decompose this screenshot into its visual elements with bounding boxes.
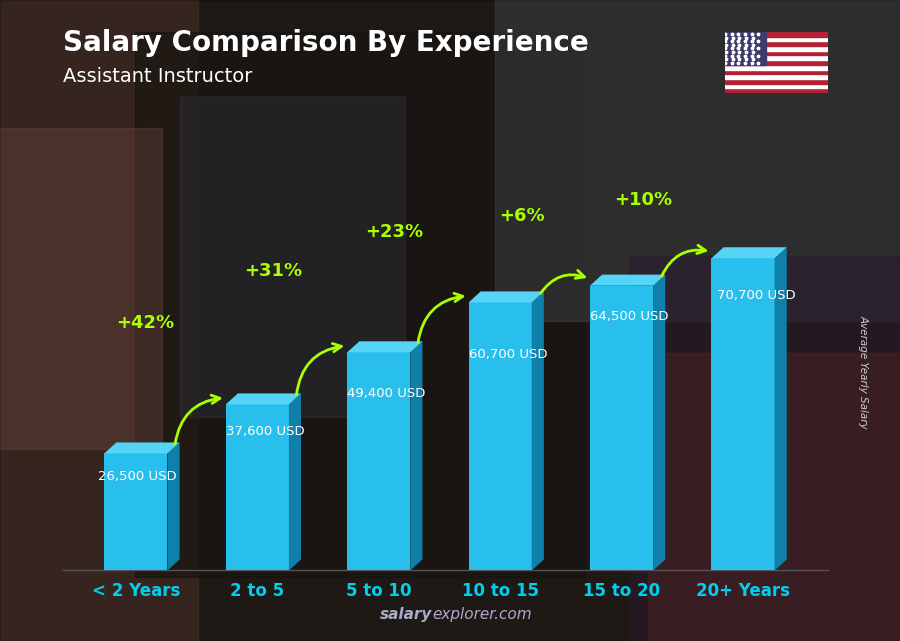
Bar xyxy=(724,51,828,56)
Polygon shape xyxy=(410,341,422,570)
Bar xyxy=(724,60,828,65)
Bar xyxy=(724,65,828,69)
Bar xyxy=(724,56,828,60)
Bar xyxy=(495,0,900,320)
Polygon shape xyxy=(711,258,775,570)
Polygon shape xyxy=(532,292,544,570)
Text: +31%: +31% xyxy=(244,262,302,280)
Text: +23%: +23% xyxy=(365,222,424,240)
Polygon shape xyxy=(347,353,410,570)
Text: salary: salary xyxy=(380,606,432,622)
Text: 60,700 USD: 60,700 USD xyxy=(469,349,547,362)
Polygon shape xyxy=(653,274,665,570)
Bar xyxy=(0,128,162,449)
Text: +10%: +10% xyxy=(615,191,672,209)
Text: +42%: +42% xyxy=(116,314,175,332)
Text: +6%: +6% xyxy=(500,207,544,225)
Text: explorer.com: explorer.com xyxy=(432,606,532,622)
Polygon shape xyxy=(590,274,665,286)
Text: Assistant Instructor: Assistant Instructor xyxy=(63,67,252,87)
Bar xyxy=(0,0,198,641)
Bar xyxy=(724,37,828,42)
Polygon shape xyxy=(469,292,544,303)
Text: Salary Comparison By Experience: Salary Comparison By Experience xyxy=(63,29,589,57)
Polygon shape xyxy=(469,303,532,570)
Bar xyxy=(724,74,828,79)
Bar xyxy=(630,256,900,641)
Polygon shape xyxy=(347,341,422,353)
Bar xyxy=(724,79,828,83)
Text: 70,700 USD: 70,700 USD xyxy=(717,289,796,302)
Bar xyxy=(135,32,585,577)
Text: Average Yearly Salary: Average Yearly Salary xyxy=(859,315,868,429)
Polygon shape xyxy=(167,442,180,570)
Polygon shape xyxy=(226,404,289,570)
Text: 49,400 USD: 49,400 USD xyxy=(347,387,426,401)
Polygon shape xyxy=(226,394,301,404)
Text: 26,500 USD: 26,500 USD xyxy=(98,470,176,483)
Bar xyxy=(724,32,766,65)
Text: 37,600 USD: 37,600 USD xyxy=(226,425,304,438)
Text: 64,500 USD: 64,500 USD xyxy=(590,310,669,322)
Bar xyxy=(724,83,828,88)
Polygon shape xyxy=(104,442,180,453)
Bar xyxy=(724,69,828,74)
Bar xyxy=(724,46,828,51)
Polygon shape xyxy=(775,247,787,570)
Bar xyxy=(724,32,828,37)
Bar xyxy=(180,96,405,417)
Bar xyxy=(724,42,828,46)
Bar xyxy=(724,88,828,93)
Polygon shape xyxy=(104,453,167,570)
Bar xyxy=(648,353,900,641)
Polygon shape xyxy=(289,394,301,570)
Polygon shape xyxy=(590,286,653,570)
Polygon shape xyxy=(711,247,787,258)
